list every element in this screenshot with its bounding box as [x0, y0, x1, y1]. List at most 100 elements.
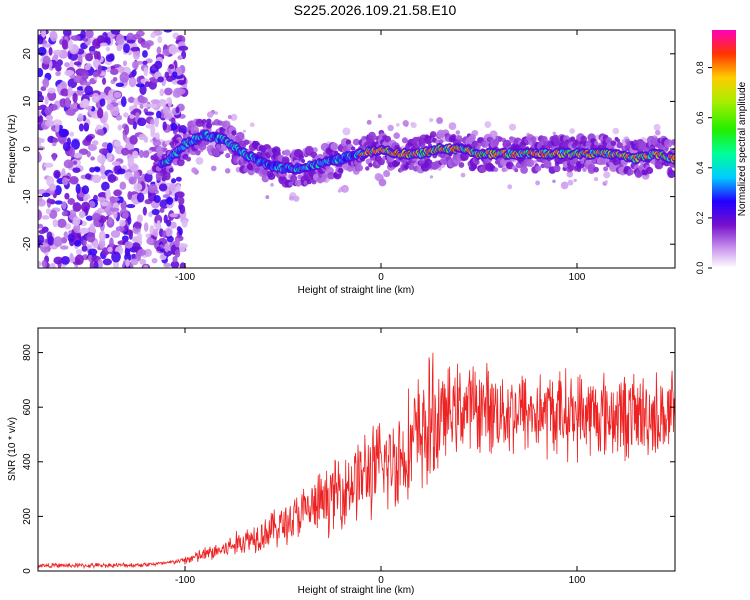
spectrogram-cell: [86, 232, 96, 243]
spectrogram-cell: [664, 139, 673, 148]
spectrogram-cell: [368, 162, 373, 168]
spectrogram-cell: [143, 66, 149, 77]
spectrogram-cell: [99, 42, 108, 47]
y-tick-label: 200: [22, 508, 33, 525]
spectrogram-cell: [84, 64, 91, 71]
spectrogram-cell: [101, 77, 107, 85]
spectrogram-cell: [78, 123, 84, 132]
spectrogram-cell: [603, 166, 609, 172]
spectrogram-cell: [284, 149, 291, 156]
x-tick-label: 0: [378, 575, 384, 586]
spectrogram-cell: [46, 114, 54, 121]
spectrogram-cell: [79, 227, 90, 234]
spectrogram-cell: [93, 50, 99, 61]
spectrogram-cell: [62, 30, 72, 37]
spectrogram-cell: [124, 253, 132, 262]
spectrogram-cell: [83, 195, 89, 202]
spectrogram-cell: [119, 219, 126, 227]
spectrogram-cell: [288, 195, 295, 201]
x-tick-label: 100: [569, 575, 586, 586]
spectrogram-cell: [155, 145, 165, 155]
spectrogram-cell: [109, 67, 119, 76]
spectrogram-cell: [109, 207, 120, 212]
spectrogram-cell: [178, 125, 188, 135]
spectrogram-cell: [136, 214, 143, 223]
spectrogram-cell: [38, 105, 44, 111]
spectrogram-cell: [543, 159, 552, 168]
spectrogram-cell: [166, 97, 172, 104]
spectrogram-cell: [48, 183, 57, 192]
spectrogram-cell: [337, 167, 344, 174]
spectrogram-cell: [127, 216, 132, 225]
spectrogram-cell: [55, 64, 62, 72]
spectrogram-cell: [85, 135, 93, 142]
spectrogram-cell: [573, 178, 577, 183]
spectrogram-cell: [162, 121, 167, 131]
colorbar-gradient: [712, 30, 736, 268]
spectrogram-cell: [152, 140, 162, 147]
spectrogram-cell: [122, 211, 129, 219]
spectrogram-cell: [168, 64, 175, 70]
spectrogram-cell: [99, 164, 106, 176]
spectrogram-cell: [129, 114, 135, 119]
spectrogram-cell: [61, 168, 66, 177]
spectrogram-cell: [530, 136, 537, 142]
spectrogram-cell: [106, 66, 111, 73]
spectrogram-cell: [242, 129, 246, 133]
spectrogram-cell: [553, 164, 561, 172]
spectrogram-cell: [91, 174, 102, 184]
spectrogram-cell: [62, 141, 71, 152]
spectrogram-cell: [103, 36, 111, 43]
spectrogram-cell: [169, 221, 177, 229]
spectrogram-cell: [47, 90, 57, 101]
spectrogram-cell: [147, 183, 158, 194]
spectrogram-cell: [47, 235, 55, 246]
spectrogram-cell: [306, 179, 312, 185]
spectrogram-cell: [150, 99, 161, 105]
spectrogram-cell: [154, 60, 163, 70]
spectrogram-cell: [107, 216, 113, 225]
spectrogram-cell: [377, 114, 382, 119]
spectrogram-cell: [436, 117, 443, 125]
spectrogram-cell: [55, 71, 61, 77]
y-tick-label: 400: [22, 453, 33, 470]
spectrogram-cell: [402, 120, 409, 127]
spectrogram-cell: [88, 200, 96, 208]
spectrogram-cell: [195, 156, 204, 165]
spectrogram-cell: [157, 36, 163, 44]
spectrogram-cell: [501, 167, 506, 173]
spectrogram-cell: [265, 195, 270, 200]
spectrogram-cell: [267, 172, 276, 180]
snr-x-label: Height of straight line (km): [298, 585, 415, 596]
spectrogram-cell: [552, 179, 556, 184]
spectrogram-cell: [159, 88, 165, 97]
spectrogram-cell: [169, 122, 178, 131]
spectrogram-cell: [53, 169, 61, 179]
spectrogram-cell: [61, 39, 68, 50]
spectrogram-cell: [103, 111, 109, 122]
spectrogram-cell: [135, 83, 145, 88]
spectrogram-cell: [39, 243, 49, 248]
spectrogram-cell: [115, 82, 125, 87]
spectrogram-cell: [97, 258, 103, 268]
spectrogram-cell: [121, 147, 130, 156]
spectrogram-cell: [152, 228, 159, 237]
spectrogram-cell: [49, 262, 56, 268]
spectrogram-cell: [38, 151, 41, 162]
spectrogram-cell: [616, 142, 623, 149]
spectrogram-cell: [92, 240, 99, 249]
spectrogram-cell: [170, 260, 180, 268]
spectrogram-cell: [166, 235, 174, 243]
spectrogram-cell: [214, 111, 219, 115]
snr-x-ticks: -100 0 100: [175, 328, 586, 586]
spectrogram-cell: [667, 169, 675, 179]
snr-series-line: [38, 352, 675, 570]
spectrogram-cell: [132, 199, 139, 205]
spectrogram-cell: [83, 122, 90, 132]
spectrogram-cell: [133, 221, 142, 229]
spectrogram-cell: [168, 184, 176, 192]
spectrogram-cell: [110, 230, 121, 238]
spectrogram-cell: [164, 243, 170, 253]
spectrogram-cell: [98, 230, 106, 242]
spectrogram-cell: [158, 183, 168, 192]
